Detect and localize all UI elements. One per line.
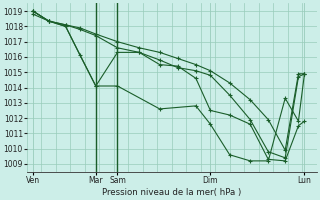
X-axis label: Pression niveau de la mer( hPa ): Pression niveau de la mer( hPa ) [102,188,241,197]
